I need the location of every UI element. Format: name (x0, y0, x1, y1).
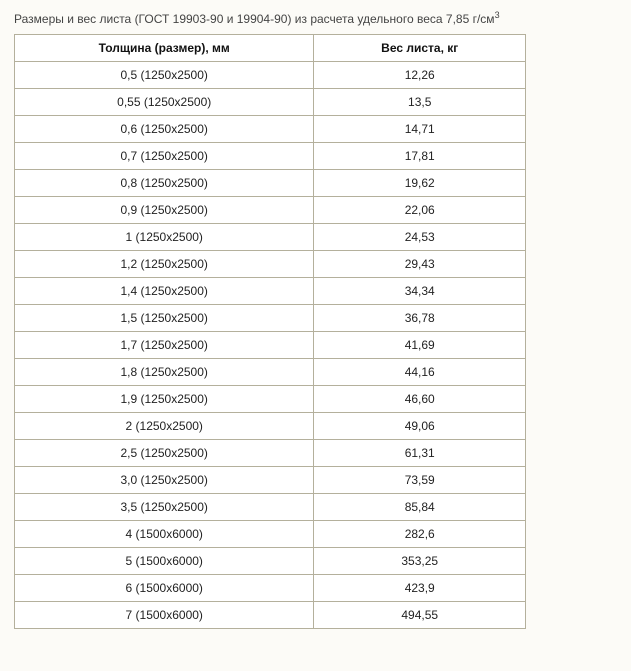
cell-thickness: 1,4 (1250х2500) (15, 278, 314, 305)
cell-thickness: 0,9 (1250х2500) (15, 197, 314, 224)
col-header-thickness: Толщина (размер), мм (15, 35, 314, 62)
table-row: 1,5 (1250х2500)36,78 (15, 305, 526, 332)
table-body: 0,5 (1250х2500)12,260,55 (1250х2500)13,5… (15, 62, 526, 629)
cell-thickness: 0,5 (1250х2500) (15, 62, 314, 89)
table-caption: Размеры и вес листа (ГОСТ 19903-90 и 199… (14, 10, 617, 26)
cell-weight: 61,31 (314, 440, 526, 467)
cell-weight: 423,9 (314, 575, 526, 602)
cell-weight: 14,71 (314, 116, 526, 143)
caption-text: Размеры и вес листа (ГОСТ 19903-90 и 199… (14, 12, 495, 26)
cell-thickness: 1,5 (1250х2500) (15, 305, 314, 332)
cell-thickness: 0,8 (1250х2500) (15, 170, 314, 197)
sheet-weights-table: Толщина (размер), мм Вес листа, кг 0,5 (… (14, 34, 526, 629)
cell-weight: 353,25 (314, 548, 526, 575)
table-head: Толщина (размер), мм Вес листа, кг (15, 35, 526, 62)
cell-weight: 24,53 (314, 224, 526, 251)
table-row: 1,8 (1250х2500)44,16 (15, 359, 526, 386)
table-row: 0,6 (1250х2500)14,71 (15, 116, 526, 143)
content-wrap: Размеры и вес листа (ГОСТ 19903-90 и 199… (0, 0, 631, 643)
table-row: 5 (1500х6000)353,25 (15, 548, 526, 575)
table-row: 0,8 (1250х2500)19,62 (15, 170, 526, 197)
table-row: 4 (1500х6000)282,6 (15, 521, 526, 548)
table-row: 1,4 (1250х2500)34,34 (15, 278, 526, 305)
cell-weight: 49,06 (314, 413, 526, 440)
cell-thickness: 0,55 (1250х2500) (15, 89, 314, 116)
cell-weight: 17,81 (314, 143, 526, 170)
table-row: 3,0 (1250х2500)73,59 (15, 467, 526, 494)
cell-thickness: 4 (1500х6000) (15, 521, 314, 548)
cell-thickness: 0,7 (1250х2500) (15, 143, 314, 170)
table-row: 2 (1250х2500)49,06 (15, 413, 526, 440)
table-row: 7 (1500х6000)494,55 (15, 602, 526, 629)
table-row: 1,2 (1250х2500)29,43 (15, 251, 526, 278)
cell-thickness: 2,5 (1250х2500) (15, 440, 314, 467)
table-header-row: Толщина (размер), мм Вес листа, кг (15, 35, 526, 62)
cell-weight: 44,16 (314, 359, 526, 386)
cell-thickness: 2 (1250х2500) (15, 413, 314, 440)
col-header-weight: Вес листа, кг (314, 35, 526, 62)
table-row: 0,7 (1250х2500)17,81 (15, 143, 526, 170)
table-row: 0,9 (1250х2500)22,06 (15, 197, 526, 224)
cell-thickness: 1 (1250х2500) (15, 224, 314, 251)
cell-weight: 46,60 (314, 386, 526, 413)
cell-weight: 36,78 (314, 305, 526, 332)
cell-thickness: 1,8 (1250х2500) (15, 359, 314, 386)
table-row: 0,5 (1250х2500)12,26 (15, 62, 526, 89)
cell-thickness: 3,0 (1250х2500) (15, 467, 314, 494)
cell-weight: 494,55 (314, 602, 526, 629)
table-row: 0,55 (1250х2500)13,5 (15, 89, 526, 116)
cell-weight: 41,69 (314, 332, 526, 359)
cell-weight: 34,34 (314, 278, 526, 305)
cell-weight: 282,6 (314, 521, 526, 548)
cell-thickness: 3,5 (1250х2500) (15, 494, 314, 521)
cell-weight: 19,62 (314, 170, 526, 197)
cell-thickness: 7 (1500х6000) (15, 602, 314, 629)
table-row: 1,9 (1250х2500)46,60 (15, 386, 526, 413)
table-row: 1 (1250х2500)24,53 (15, 224, 526, 251)
table-row: 3,5 (1250х2500)85,84 (15, 494, 526, 521)
cell-thickness: 6 (1500х6000) (15, 575, 314, 602)
cell-weight: 12,26 (314, 62, 526, 89)
cell-thickness: 1,2 (1250х2500) (15, 251, 314, 278)
cell-weight: 22,06 (314, 197, 526, 224)
cell-thickness: 5 (1500х6000) (15, 548, 314, 575)
table-row: 2,5 (1250х2500)61,31 (15, 440, 526, 467)
table-row: 1,7 (1250х2500)41,69 (15, 332, 526, 359)
cell-thickness: 1,7 (1250х2500) (15, 332, 314, 359)
cell-thickness: 1,9 (1250х2500) (15, 386, 314, 413)
cell-weight: 85,84 (314, 494, 526, 521)
cell-thickness: 0,6 (1250х2500) (15, 116, 314, 143)
cell-weight: 13,5 (314, 89, 526, 116)
cell-weight: 73,59 (314, 467, 526, 494)
table-row: 6 (1500х6000)423,9 (15, 575, 526, 602)
caption-sup: 3 (495, 10, 500, 20)
cell-weight: 29,43 (314, 251, 526, 278)
